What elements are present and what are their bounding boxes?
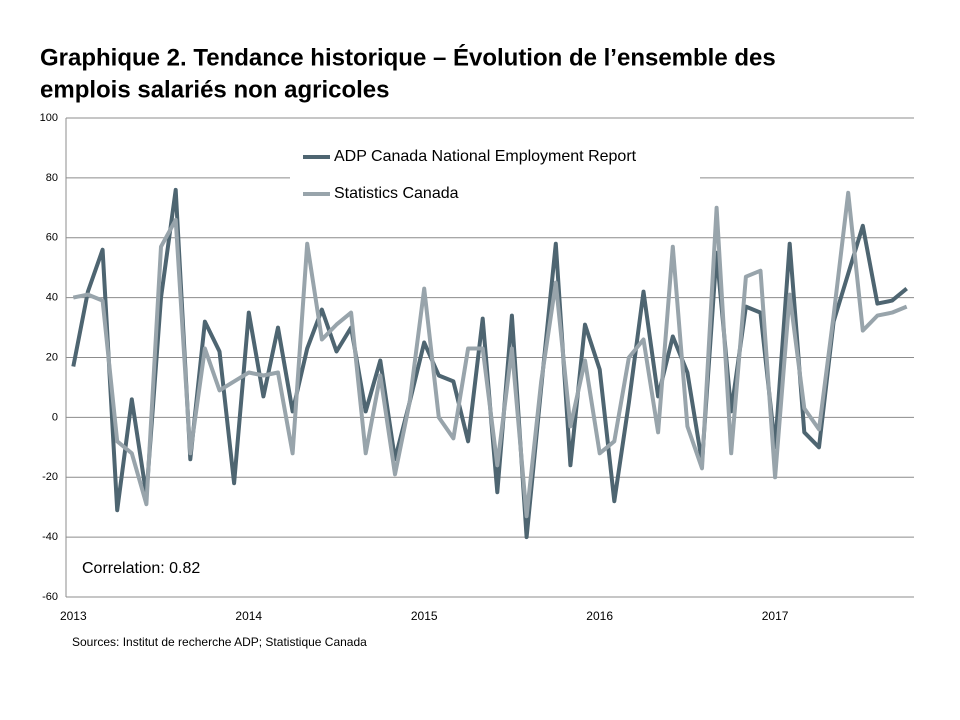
x-tick-label: 2015 (411, 609, 438, 623)
chart-title: Graphique 2. Tendance historique – Évolu… (40, 43, 776, 71)
legend-box (290, 138, 700, 178)
y-tick-label: 20 (46, 351, 58, 363)
annotation: Correlation: 0.82 (82, 560, 200, 577)
annotation-box (76, 555, 226, 583)
x-tick-label: 2013 (60, 609, 87, 623)
x-tick-label: 2017 (762, 609, 789, 623)
y-tick-label: 0 (52, 411, 58, 423)
y-tick-label: 60 (46, 232, 58, 244)
x-tick-label: 2014 (235, 609, 262, 623)
x-tick-label: 2016 (586, 609, 613, 623)
legend-label: ADP Canada National Employment Report (334, 148, 637, 165)
y-tick-label: 100 (40, 112, 58, 124)
chart-title: emplois salariés non agricoles (40, 76, 389, 103)
y-tick-label: -40 (42, 531, 58, 543)
y-tick-label: -60 (42, 591, 58, 603)
y-tick-label: -20 (42, 471, 58, 483)
legend-label: Statistics Canada (334, 185, 459, 202)
series-line (71, 187, 908, 540)
series-line (72, 190, 908, 519)
source-note: Sources: Institut de recherche ADP; Stat… (72, 635, 367, 649)
y-tick-label: 40 (46, 292, 58, 304)
y-tick-label: 80 (46, 172, 58, 184)
